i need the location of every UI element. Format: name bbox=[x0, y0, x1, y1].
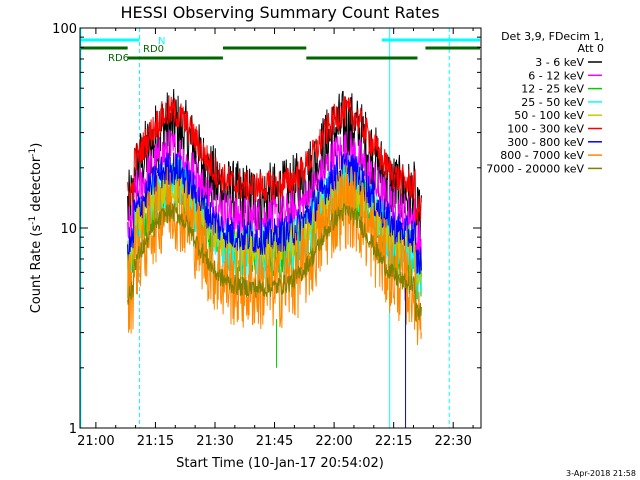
y-tick-label: 10 bbox=[60, 222, 77, 237]
x-tick-label: 21:15 bbox=[137, 434, 174, 449]
y-axis-label: Count Rate (s-1 detector-1) bbox=[28, 143, 44, 314]
x-tick-label: 22:00 bbox=[315, 434, 352, 449]
legend-label: 300 - 800 keV bbox=[507, 136, 584, 149]
series-line bbox=[127, 202, 422, 322]
flag-label: N bbox=[158, 36, 165, 47]
y-axis-label-part: detector bbox=[29, 156, 44, 216]
flag-label: RD6 bbox=[108, 53, 129, 64]
series-line bbox=[127, 151, 422, 275]
y-tick-label: 1 bbox=[69, 422, 77, 437]
legend-label: 25 - 50 keV bbox=[521, 96, 584, 109]
y-axis-label-part: Count Rate (s bbox=[29, 225, 44, 314]
flag-label: RD0 bbox=[143, 44, 164, 55]
footer-date: 3-Apr-2018 21:58 bbox=[566, 469, 636, 478]
x-tick-label: 21:45 bbox=[256, 434, 293, 449]
legend-header: Det 3,9, FDecim 1, bbox=[501, 30, 604, 43]
series-line bbox=[127, 96, 422, 226]
y-axis-label-sup: -1 bbox=[28, 148, 38, 157]
x-tick-label: 21:00 bbox=[77, 434, 114, 449]
legend-header: Att 0 bbox=[578, 42, 604, 55]
legend-label: 7000 - 20000 keV bbox=[486, 162, 584, 175]
legend-label: 12 - 25 keV bbox=[521, 83, 584, 96]
legend-label: 50 - 100 keV bbox=[514, 109, 584, 122]
legend-label: 3 - 6 keV bbox=[535, 56, 584, 69]
x-axis-label: Start Time (10-Jan-17 20:54:02) bbox=[176, 456, 384, 471]
series-line bbox=[127, 165, 422, 346]
x-axis-ticks: 21:00 21:15 21:30 21:45 22:00 22:15 22:30 bbox=[77, 28, 474, 449]
legend-label: 800 - 7000 keV bbox=[500, 149, 584, 162]
x-tick-label: 21:30 bbox=[196, 434, 233, 449]
x-tick-label: 22:15 bbox=[375, 434, 412, 449]
x-tick-label: 22:30 bbox=[434, 434, 471, 449]
y-axis-label-part: ) bbox=[29, 143, 44, 148]
y-axis-ticks: 1 10 100 bbox=[52, 22, 481, 437]
y-axis-label-sup: -1 bbox=[28, 216, 38, 225]
chart-title: HESSI Observing Summary Count Rates bbox=[120, 3, 439, 22]
legend-label: 100 - 300 keV bbox=[507, 123, 584, 136]
y-tick-label: 100 bbox=[52, 22, 77, 37]
legend-label: 6 - 12 keV bbox=[528, 69, 584, 82]
